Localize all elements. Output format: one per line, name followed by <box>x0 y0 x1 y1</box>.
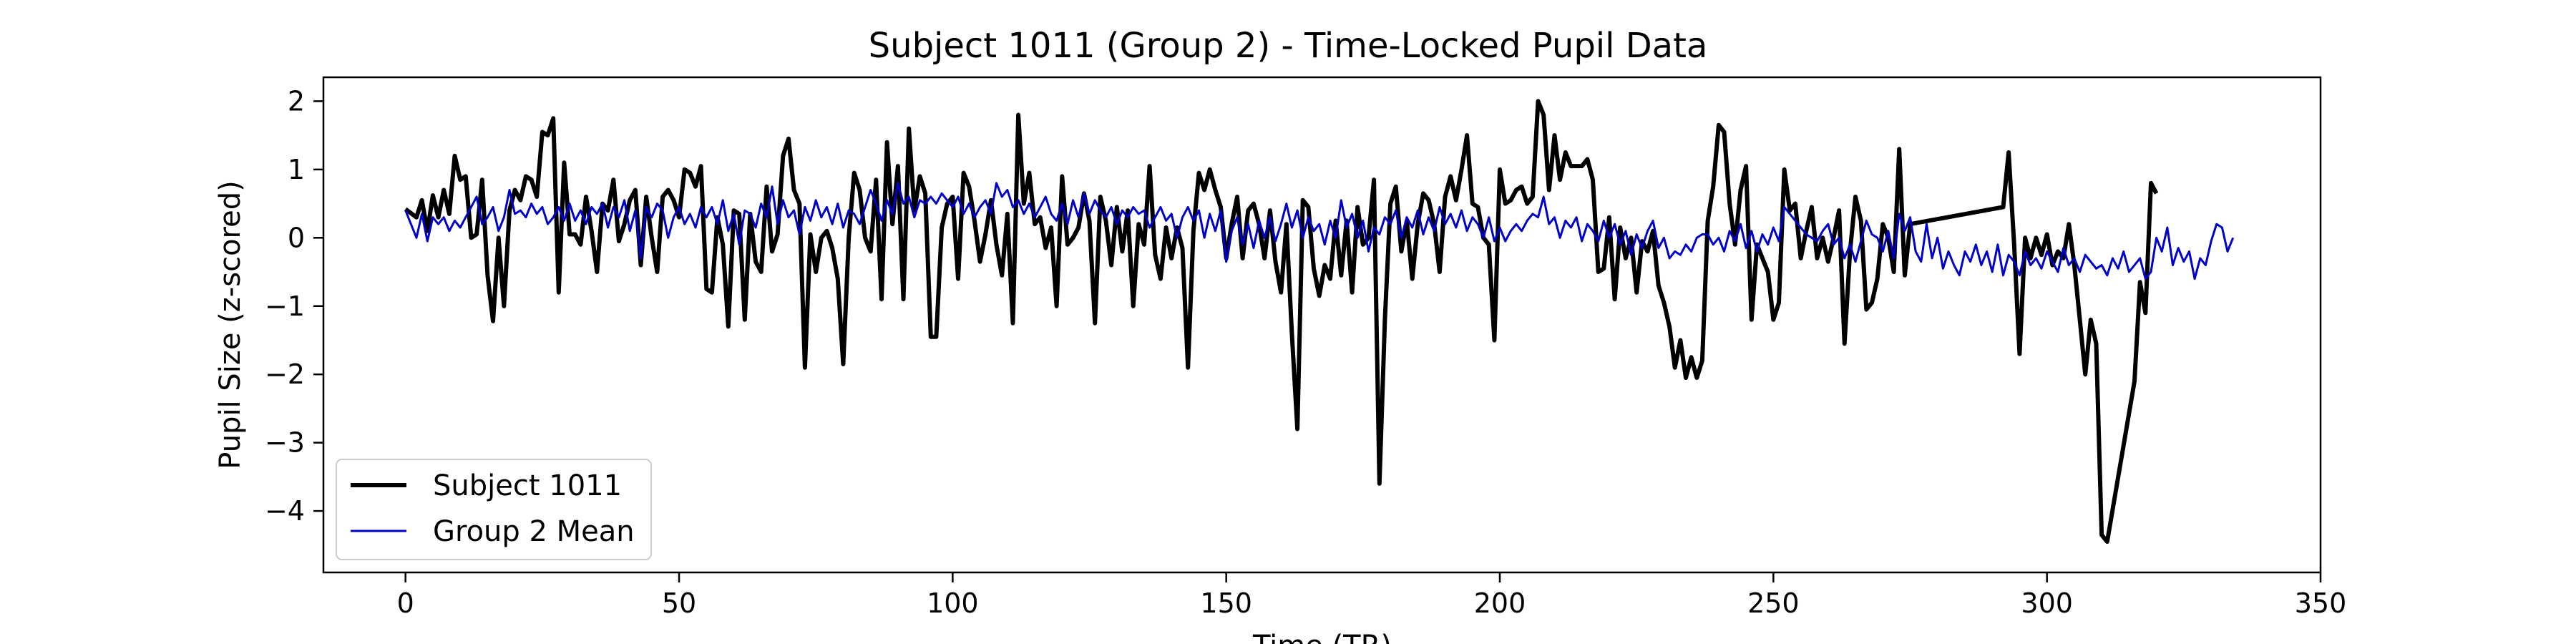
x-tick-label: 100 <box>927 587 979 619</box>
y-tick-label: 0 <box>288 222 305 253</box>
x-tick-label: 0 <box>397 587 414 619</box>
y-tick-label: −2 <box>265 358 305 390</box>
series-line-subject <box>404 99 2159 544</box>
legend-label-group-mean: Group 2 Mean <box>433 515 635 548</box>
y-tick-label: −1 <box>265 291 305 322</box>
x-tick-label: 50 <box>662 587 696 619</box>
plot-area: 0 50 100 150 200 250 300 350 −4 −3 −2 −1 0 1 2 <box>265 76 2347 619</box>
x-axis: 0 50 100 150 200 250 300 350 <box>397 572 2347 619</box>
x-tick-label: 150 <box>1200 587 1252 619</box>
x-axis-label: Time (TR) <box>1252 630 1392 644</box>
legend-frame <box>336 459 652 560</box>
y-tick-label: −3 <box>265 427 305 459</box>
y-tick-label: 2 <box>288 85 305 117</box>
y-tick-label: −4 <box>265 495 305 527</box>
x-tick-label: 350 <box>2295 587 2347 619</box>
chart-title: Subject 1011 (Group 2) - Time-Locked Pup… <box>869 26 1708 66</box>
x-tick-label: 200 <box>1474 587 1526 619</box>
legend-label-subject: Subject 1011 <box>433 469 622 502</box>
plot-frame <box>322 76 2322 574</box>
series-group <box>404 99 2235 544</box>
legend: Subject 1011 Group 2 Mean <box>336 459 652 560</box>
series-line-group-mean <box>404 182 2235 280</box>
x-tick-label: 300 <box>2021 587 2073 619</box>
x-tick-label: 250 <box>1747 587 1800 619</box>
y-axis-label: Pupil Size (z-scored) <box>214 180 247 469</box>
y-tick-label: 1 <box>288 154 305 185</box>
y-axis: −4 −3 −2 −1 0 1 2 <box>265 85 323 527</box>
